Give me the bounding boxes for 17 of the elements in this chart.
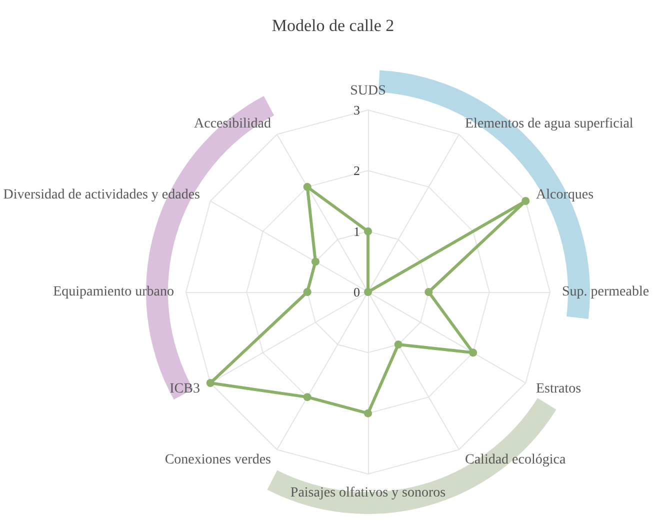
- spoke-label: Paisajes olfativos y sonoros: [290, 486, 446, 500]
- y-tick-label: 3: [354, 102, 360, 118]
- spoke-label: Estratos: [536, 382, 582, 396]
- y-tick-label: 0: [354, 284, 360, 300]
- spoke-label: ICB3: [170, 382, 200, 396]
- spoke-label: Accesibilidad: [194, 116, 271, 132]
- spoke-label: Alcorques: [536, 188, 594, 202]
- y-tick-label: 1: [354, 224, 360, 239]
- spoke-label: Conexiones verdes: [164, 452, 271, 468]
- chart-title: Modelo de calle 2: [272, 16, 394, 35]
- spoke-label: Elementos de agua superficial: [465, 116, 634, 132]
- spoke-label: Equipamiento urbano: [53, 284, 174, 300]
- spoke-label: Calidad ecológica: [465, 452, 566, 468]
- spoke-label: Sup. permeable: [562, 284, 650, 300]
- y-tick-label: 2: [354, 163, 360, 178]
- spoke-label: Diversidad de actividades y edades: [3, 188, 200, 202]
- spoke-label: SUDS: [350, 84, 386, 98]
